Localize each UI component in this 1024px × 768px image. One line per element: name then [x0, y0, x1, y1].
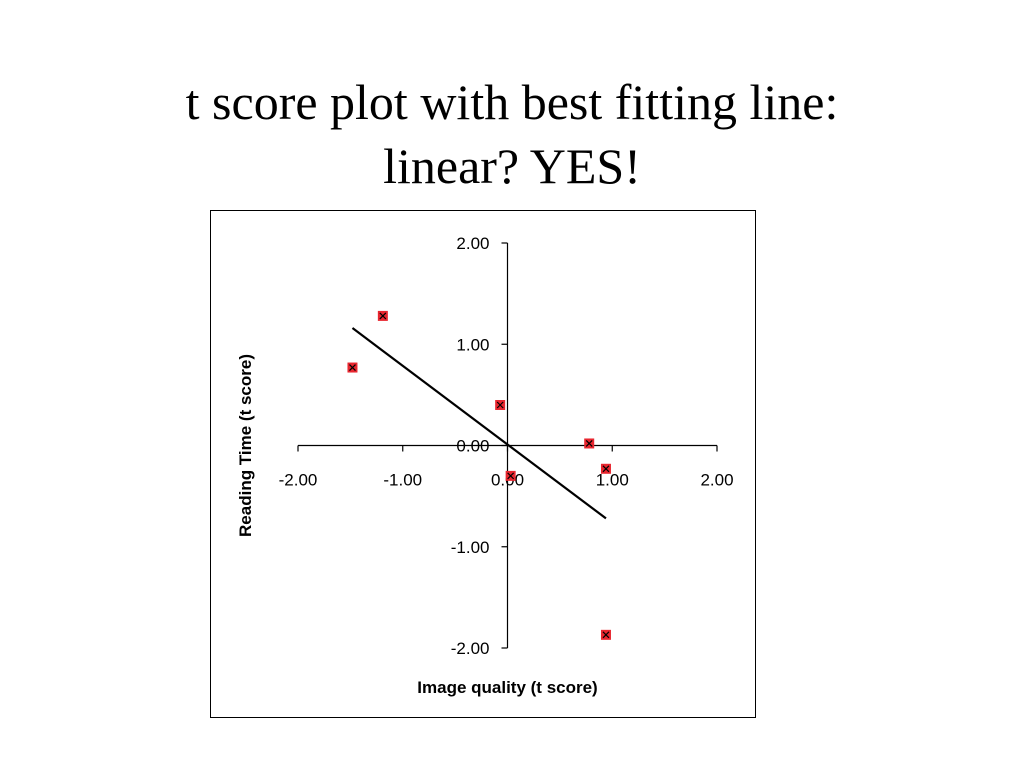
y-axis-title: Reading Time (t score) [236, 354, 255, 537]
y-tick-label: 1.00 [456, 335, 489, 354]
data-point [495, 400, 506, 410]
data-point-x-icon [379, 312, 387, 320]
x-axis-title: Image quality (t score) [417, 678, 597, 697]
chart-frame: -2.00-1.000.001.002.00-2.00-1.000.001.00… [210, 210, 756, 718]
y-tick-label: 0.00 [456, 437, 489, 456]
slide-title-line-2: linear? YES! [383, 138, 641, 194]
data-point-x-icon [602, 631, 610, 639]
slide-title-line-1: t score plot with best fitting line: [185, 74, 839, 130]
x-tick-label: -2.00 [279, 471, 318, 490]
data-point-x-icon [507, 472, 515, 480]
y-tick-label: -2.00 [451, 639, 490, 658]
x-tick-label: -1.00 [383, 471, 422, 490]
data-point-x-icon [349, 364, 356, 371]
chart-axes: -2.00-1.000.001.002.00-2.00-1.000.001.00… [279, 234, 734, 658]
data-point-x-icon [585, 440, 593, 447]
x-tick-label: 2.00 [700, 471, 733, 490]
data-point [600, 463, 611, 474]
data-point [377, 310, 388, 321]
scatter-chart: -2.00-1.000.001.002.00-2.00-1.000.001.00… [236, 234, 734, 697]
slide-title: t score plot with best fitting line: lin… [0, 70, 1024, 198]
x-tick-label: 1.00 [596, 471, 629, 490]
y-tick-label: 2.00 [456, 234, 489, 253]
fit-line-group [351, 327, 607, 520]
data-point [347, 362, 358, 373]
data-point [505, 470, 516, 481]
data-point-x-icon [496, 401, 504, 409]
data-point [600, 629, 611, 640]
best-fit-line [351, 327, 607, 520]
data-point-x-icon [602, 465, 610, 473]
data-point [584, 438, 595, 449]
data-points [347, 310, 611, 640]
y-tick-label: -1.00 [451, 538, 490, 557]
